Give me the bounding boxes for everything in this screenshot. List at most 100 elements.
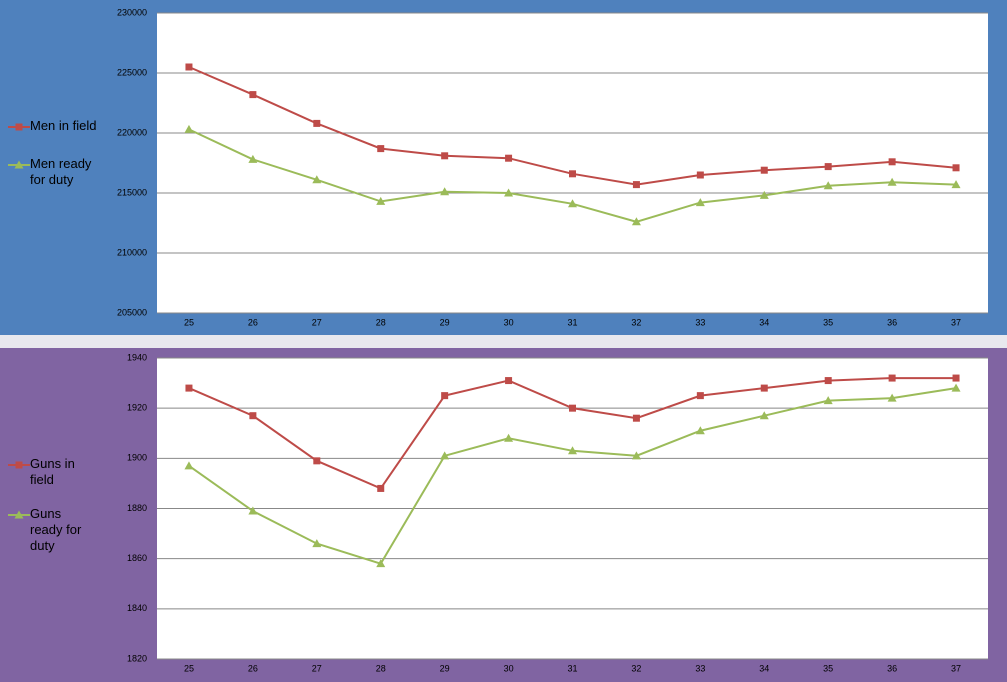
data-point — [951, 180, 961, 189]
data-point — [505, 154, 513, 162]
data-point — [249, 412, 257, 420]
y-tick-label: 220000 — [117, 127, 147, 137]
data-point — [313, 119, 321, 127]
x-tick-label: 33 — [695, 317, 705, 327]
legend-marker — [8, 123, 30, 131]
data-point — [632, 181, 640, 189]
x-tick-label: 28 — [376, 663, 386, 673]
x-tick-label: 26 — [248, 317, 258, 327]
legend-label: Men in field — [30, 118, 97, 133]
data-point — [888, 158, 896, 166]
data-point — [631, 451, 641, 460]
data-point — [441, 152, 449, 160]
y-tick-label: 1900 — [127, 453, 147, 463]
y-tick-label: 215000 — [117, 187, 147, 197]
x-tick-label: 34 — [759, 317, 769, 327]
x-tick-label: 36 — [887, 663, 897, 673]
data-point — [695, 426, 705, 435]
data-point — [823, 181, 833, 190]
data-point — [760, 166, 768, 174]
legend-symbol — [15, 123, 23, 131]
data-point — [696, 171, 704, 179]
x-tick-label: 30 — [504, 317, 514, 327]
data-point — [952, 374, 960, 382]
x-tick-label: 35 — [823, 317, 833, 327]
data-point — [759, 190, 769, 199]
data-point — [377, 145, 385, 153]
y-tick-label: 1820 — [127, 653, 147, 663]
data-point — [887, 177, 897, 186]
legend-marker — [8, 461, 30, 469]
x-tick-label: 25 — [184, 663, 194, 673]
data-point — [440, 187, 450, 196]
data-point — [504, 188, 514, 197]
x-tick-label: 31 — [567, 663, 577, 673]
chart-panel: 1820 1840 1860 1880 1900 1920 1940 25 26 27 28 29 30… — [0, 348, 1007, 682]
y-tick-label: 225000 — [117, 67, 147, 77]
data-point — [377, 484, 385, 492]
data-point — [952, 164, 960, 172]
data-point — [312, 175, 322, 184]
y-tick-label: 1940 — [127, 352, 147, 362]
x-tick-label: 31 — [567, 317, 577, 327]
data-point — [184, 124, 194, 133]
y-tick-label: 1840 — [127, 603, 147, 613]
chart-panel: 205000 210000 215000 220000 225000 230000 25 26… — [0, 0, 1007, 335]
data-point — [249, 91, 257, 99]
y-tick-label: 1880 — [127, 503, 147, 513]
x-tick-label: 26 — [248, 663, 258, 673]
legend-entry: Guns in field — [8, 456, 92, 488]
x-tick-label: 33 — [695, 663, 705, 673]
data-point — [376, 196, 386, 205]
legend: Men in field Men ready for duty — [8, 118, 110, 210]
data-point — [632, 414, 640, 422]
data-point — [185, 384, 193, 392]
data-point — [888, 374, 896, 382]
y-tick-label: 1860 — [127, 553, 147, 563]
x-tick-label: 29 — [440, 317, 450, 327]
chart: 205000 210000 215000 220000 225000 230000 25 26… — [117, 7, 988, 327]
data-point — [823, 396, 833, 405]
legend-entry: Men in field — [8, 118, 110, 134]
data-point — [824, 377, 832, 385]
data-point — [696, 392, 704, 400]
data-point — [248, 506, 258, 515]
legend: Guns in field Guns ready for duty — [8, 456, 92, 572]
x-tick-label: 34 — [759, 663, 769, 673]
data-point — [951, 383, 961, 392]
legend-marker — [8, 160, 30, 169]
legend-symbol — [14, 510, 24, 519]
data-point — [824, 163, 832, 171]
x-tick-label: 29 — [440, 663, 450, 673]
data-point — [569, 404, 576, 412]
x-tick-label: 37 — [951, 317, 961, 327]
data-point — [887, 393, 897, 402]
x-tick-label: 27 — [312, 663, 322, 673]
y-tick-label: 230000 — [117, 7, 147, 17]
data-point — [505, 377, 513, 385]
data-point — [185, 63, 193, 71]
legend-label: Guns in field — [30, 456, 75, 487]
chart: 1820 1840 1860 1880 1900 1920 1940 25 26 27 28 29 30… — [127, 352, 988, 673]
data-point — [695, 198, 705, 207]
data-point — [248, 154, 258, 163]
data-point — [440, 451, 450, 460]
y-tick-label: 210000 — [117, 247, 147, 257]
data-point — [441, 392, 449, 400]
x-tick-label: 37 — [951, 663, 961, 673]
data-point — [184, 461, 194, 470]
legend-entry: Guns ready for duty — [8, 506, 92, 554]
data-point — [569, 170, 576, 178]
legend-label: Men ready for duty — [30, 156, 92, 187]
data-point — [504, 433, 514, 442]
data-point — [631, 217, 641, 226]
x-tick-label: 25 — [184, 317, 194, 327]
data-point — [312, 539, 322, 548]
x-tick-label: 27 — [312, 317, 322, 327]
data-point — [313, 457, 321, 465]
y-tick-label: 1920 — [127, 403, 147, 413]
x-tick-label: 32 — [631, 317, 641, 327]
x-tick-label: 30 — [504, 663, 514, 673]
data-point — [568, 199, 577, 208]
